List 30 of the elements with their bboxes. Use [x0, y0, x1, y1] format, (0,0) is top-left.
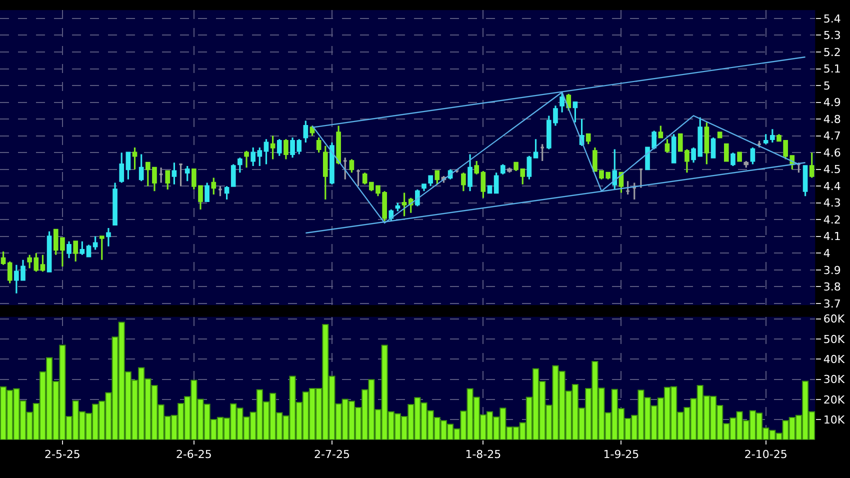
- x-tick-label: 2-7-25: [314, 448, 350, 461]
- y-tick-label: 4.9: [823, 96, 841, 110]
- y-tick-label: 3.8: [823, 280, 841, 294]
- y-tick-label: 4: [823, 246, 830, 260]
- y-tick-label: 5.4: [823, 12, 841, 26]
- y-tick-label: 4.2: [823, 213, 841, 226]
- y-tick-label: 50K: [823, 332, 846, 346]
- x-tick-label: 1-8-25: [465, 448, 502, 461]
- x-tick-label: 2-6-25: [176, 448, 212, 461]
- y-tick-label: 5.1: [823, 62, 841, 76]
- y-tick-label: 4.3: [823, 196, 841, 210]
- y-tick-label: 5: [823, 79, 830, 92]
- y-tick-label: 3.9: [823, 264, 841, 277]
- y-tick-label: 4.8: [823, 112, 841, 126]
- y-tick-label: 4.1: [823, 230, 841, 244]
- y-tick-label: 10K: [823, 413, 846, 426]
- y-tick-label: 5.2: [823, 46, 841, 59]
- y-tick-label: 60K: [823, 312, 846, 326]
- y-tick-label: 20K: [823, 393, 846, 406]
- x-tick-label: 2-5-25: [44, 448, 80, 461]
- y-tick-label: 40K: [823, 352, 846, 366]
- y-tick-label: 3.7: [823, 297, 841, 310]
- x-tick-label: 1-9-25: [603, 448, 640, 461]
- y-tick-label: 30K: [823, 373, 846, 386]
- y-tick-label: 4.5: [823, 163, 841, 176]
- y-tick-label: 4.4: [823, 180, 841, 193]
- y-tick-label: 4.7: [823, 130, 841, 143]
- y-tick-label: 5.3: [823, 29, 841, 42]
- x-tick-label: 2-10-25: [744, 448, 788, 461]
- y-tick-label: 4.6: [823, 146, 841, 160]
